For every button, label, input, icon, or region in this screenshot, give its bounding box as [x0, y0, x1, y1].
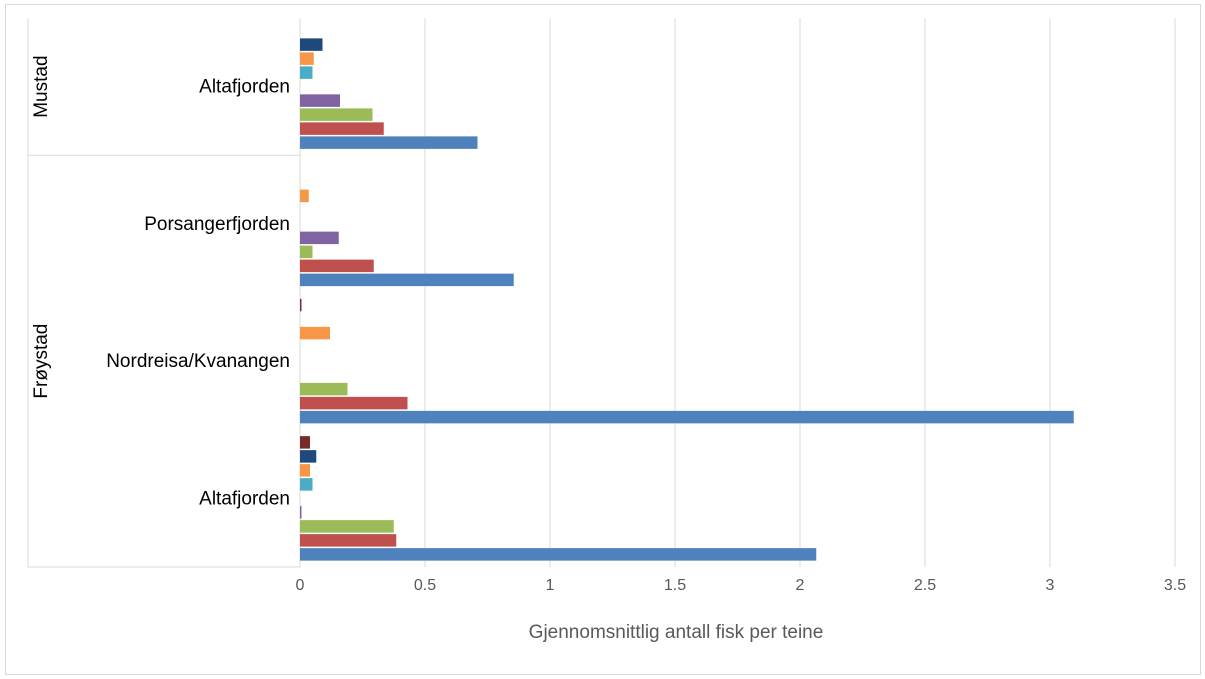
bar — [300, 534, 397, 547]
x-tick-label: 1.5 — [664, 577, 686, 594]
group-label: Frøystad — [31, 324, 52, 399]
category-label: Altafjorden — [199, 77, 290, 98]
x-tick-label: 2 — [796, 577, 805, 594]
category-axis — [27, 18, 301, 568]
labels: 0 0.5 1 1.5 2 2.5 3 3.5 Mustad Altafjorden Frøysta… — [31, 55, 1186, 594]
bar — [300, 436, 310, 449]
bar — [300, 450, 317, 463]
x-tick-label: 1 — [546, 577, 555, 594]
bar — [300, 66, 313, 79]
x-tick-label: 0.5 — [414, 577, 436, 594]
x-axis-title: Gjennomsnittlig antall fisk per teine — [529, 622, 824, 643]
bar — [300, 520, 394, 533]
category-label: Nordreisa/Kvanangen — [106, 351, 290, 372]
bar — [300, 136, 478, 149]
bar — [300, 52, 314, 65]
bar — [300, 231, 339, 245]
category-label: Porsangerfjorden — [144, 214, 290, 235]
group-label: Mustad — [31, 55, 52, 117]
bar — [300, 94, 340, 107]
bar — [300, 464, 310, 477]
bar — [300, 478, 313, 491]
bar — [300, 326, 330, 340]
bar — [300, 38, 323, 51]
bar — [300, 108, 373, 121]
bar — [300, 189, 309, 203]
category-label: Altafjorden — [199, 488, 290, 509]
bar — [300, 245, 313, 259]
bar — [300, 122, 384, 135]
bar — [300, 298, 302, 312]
x-tick-label: 2.5 — [914, 577, 936, 594]
bar — [300, 410, 1074, 424]
x-tick-label: 3.5 — [1164, 577, 1186, 594]
bar — [300, 382, 348, 396]
bar — [300, 506, 302, 519]
bar — [300, 273, 514, 287]
bar — [300, 396, 408, 410]
bars — [300, 38, 1074, 561]
x-tick-label: 3 — [1046, 577, 1055, 594]
gridlines — [424, 18, 1176, 567]
bar — [300, 259, 374, 273]
x-tick-label: 0 — [296, 577, 305, 594]
bar — [300, 548, 817, 561]
chart-frame — [5, 4, 1201, 675]
